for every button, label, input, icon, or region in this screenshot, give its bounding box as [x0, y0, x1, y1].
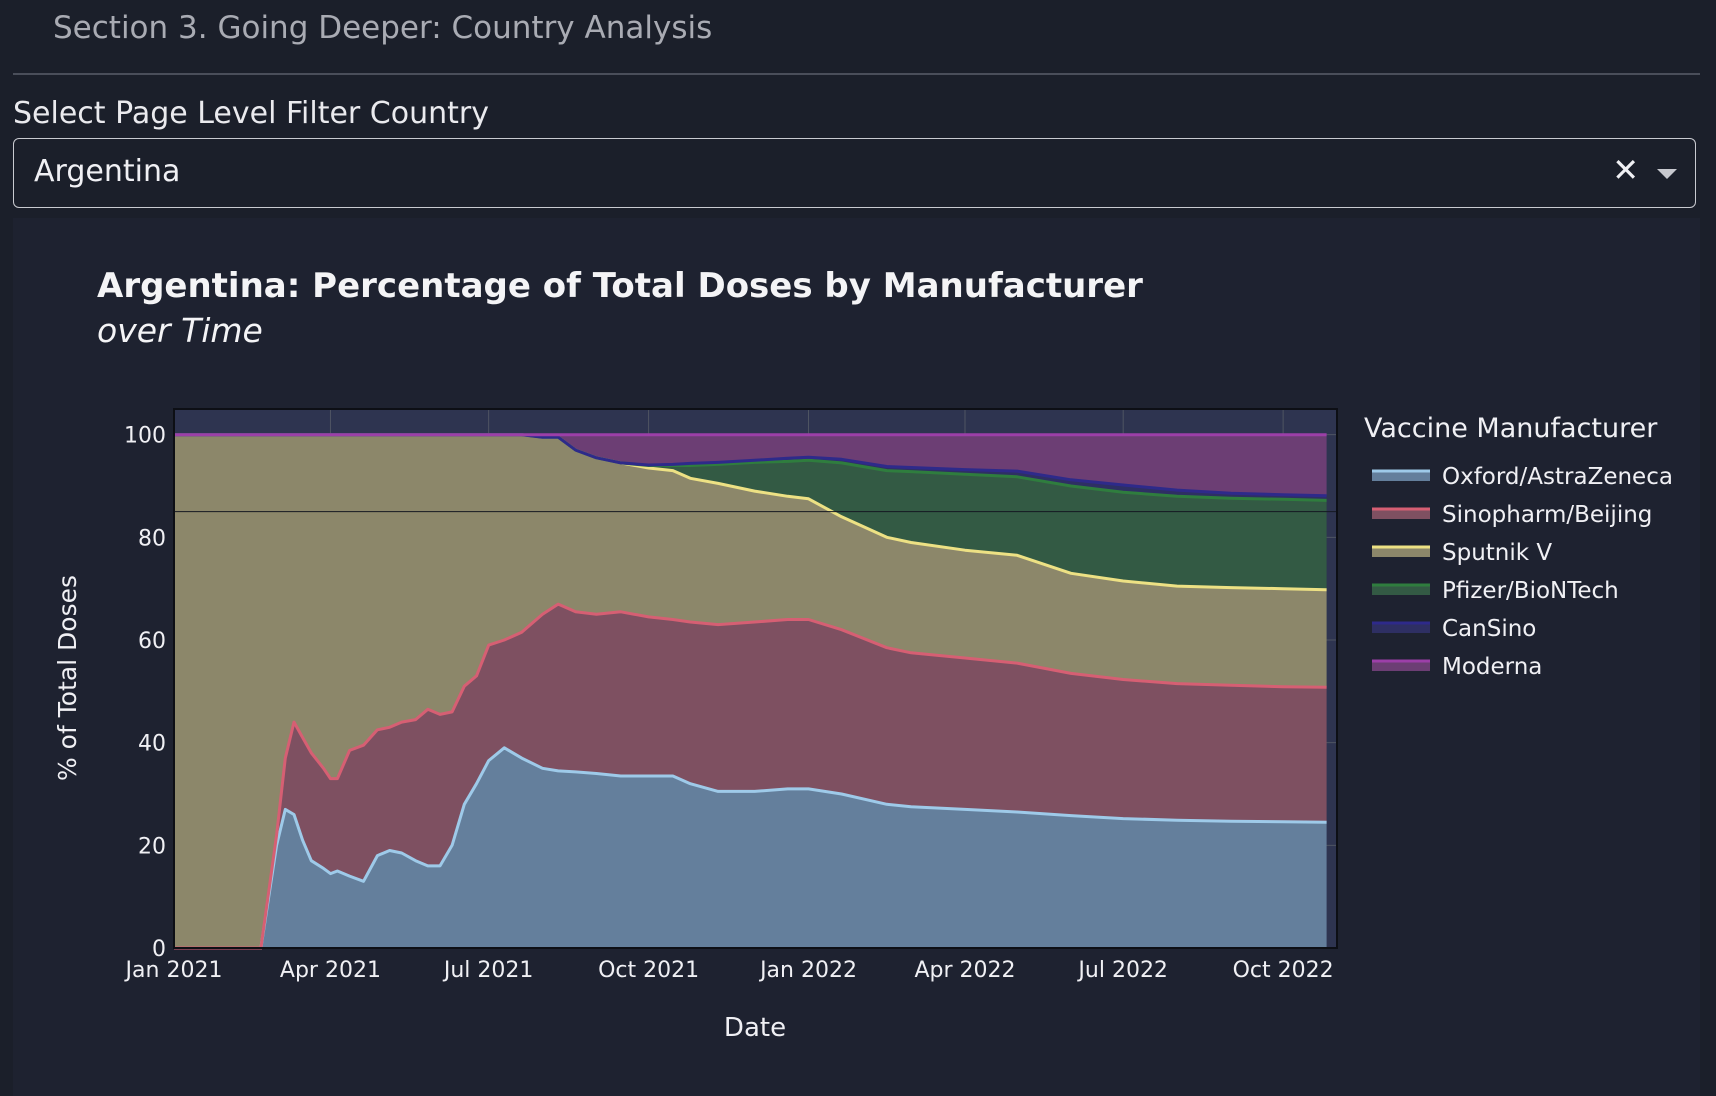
- legend-label: Moderna: [1442, 654, 1542, 680]
- y-tick-label: 80: [138, 526, 166, 551]
- series-lines: [174, 433, 1327, 950]
- legend-item: CanSino: [1372, 616, 1536, 642]
- x-tick-label: Oct 2022: [1233, 958, 1334, 983]
- chart-subtitle: over Time: [97, 311, 263, 350]
- legend-item: Pfizer/BioNTech: [1372, 578, 1619, 604]
- line-sinopharm-beijing: [174, 602, 1327, 950]
- area-sinopharm-beijing: [174, 604, 1327, 948]
- area-pfizer-biontech: [174, 434, 1327, 590]
- legend-label: Sputnik V: [1442, 540, 1552, 566]
- x-tick-label: Oct 2021: [598, 958, 699, 983]
- area-moderna: [174, 434, 1327, 496]
- legend-item: Oxford/AstraZeneca: [1372, 464, 1673, 490]
- y-tick-label: 60: [138, 629, 166, 654]
- x-axis-label: Date: [724, 1013, 786, 1043]
- country-select[interactable]: Argentina ✕: [13, 138, 1696, 208]
- chart-title: Argentina: Percentage of Total Doses by …: [97, 266, 1143, 306]
- y-axis-label: % of Total Doses: [53, 575, 82, 781]
- legend-title: Vaccine Manufacturer: [1364, 413, 1658, 444]
- y-tick-label: 20: [138, 834, 166, 859]
- legend-swatch: [1372, 585, 1430, 595]
- line-oxford-astrazeneca: [174, 746, 1327, 950]
- legend-swatch: [1372, 547, 1430, 557]
- y-tick-label: 0: [152, 937, 166, 962]
- area-chart: Argentina: Percentage of Total Doses by …: [53, 266, 1673, 1043]
- x-tick-label: Apr 2021: [280, 958, 381, 983]
- y-tick-label: 40: [138, 732, 166, 757]
- legend-label: Sinopharm/Beijing: [1442, 502, 1652, 528]
- legend-label: Oxford/AstraZeneca: [1442, 464, 1673, 490]
- x-tick-label: Jul 2021: [442, 958, 534, 983]
- area-cansino: [174, 434, 1327, 501]
- y-axis-ticks: 0 20 40 60 80 100: [124, 424, 166, 962]
- legend-swatch: [1372, 471, 1430, 481]
- legend-item: Sinopharm/Beijing: [1372, 502, 1652, 528]
- legend-label: CanSino: [1442, 616, 1536, 642]
- y-tick-label: 100: [124, 424, 166, 449]
- legend-item: Moderna: [1372, 654, 1542, 680]
- section-header: Section 3. Going Deeper: Country Analysi…: [13, 0, 1700, 75]
- chevron-down-icon[interactable]: [1657, 169, 1677, 179]
- country-filter-label: Select Page Level Filter Country: [13, 96, 489, 131]
- x-tick-label: Jul 2022: [1076, 958, 1168, 983]
- area-oxford-astrazeneca: [174, 747, 1327, 948]
- legend-label: Pfizer/BioNTech: [1442, 578, 1619, 604]
- legend-swatch: [1372, 661, 1430, 671]
- x-tick-label: Jan 2022: [758, 958, 857, 983]
- legend-swatch: [1372, 509, 1430, 519]
- country-select-value: Argentina: [34, 154, 181, 189]
- plot-border: [173, 408, 1338, 949]
- x-tick-label: Apr 2022: [914, 958, 1015, 983]
- x-tick-label: Jan 2021: [124, 958, 223, 983]
- section-title: Section 3. Going Deeper: Country Analysi…: [53, 10, 713, 46]
- legend-item: Sputnik V: [1372, 540, 1552, 566]
- clear-icon[interactable]: ✕: [1612, 151, 1639, 189]
- chart-panel: Argentina: Percentage of Total Doses by …: [13, 218, 1700, 1096]
- x-axis-ticks: Jan 2021 Apr 2021 Jul 2021 Oct 2021 Jan 2022…: [124, 958, 1334, 983]
- legend: Oxford/AstraZeneca Sinopharm/Beijing Sputn…: [1372, 464, 1673, 680]
- legend-swatch: [1372, 623, 1430, 633]
